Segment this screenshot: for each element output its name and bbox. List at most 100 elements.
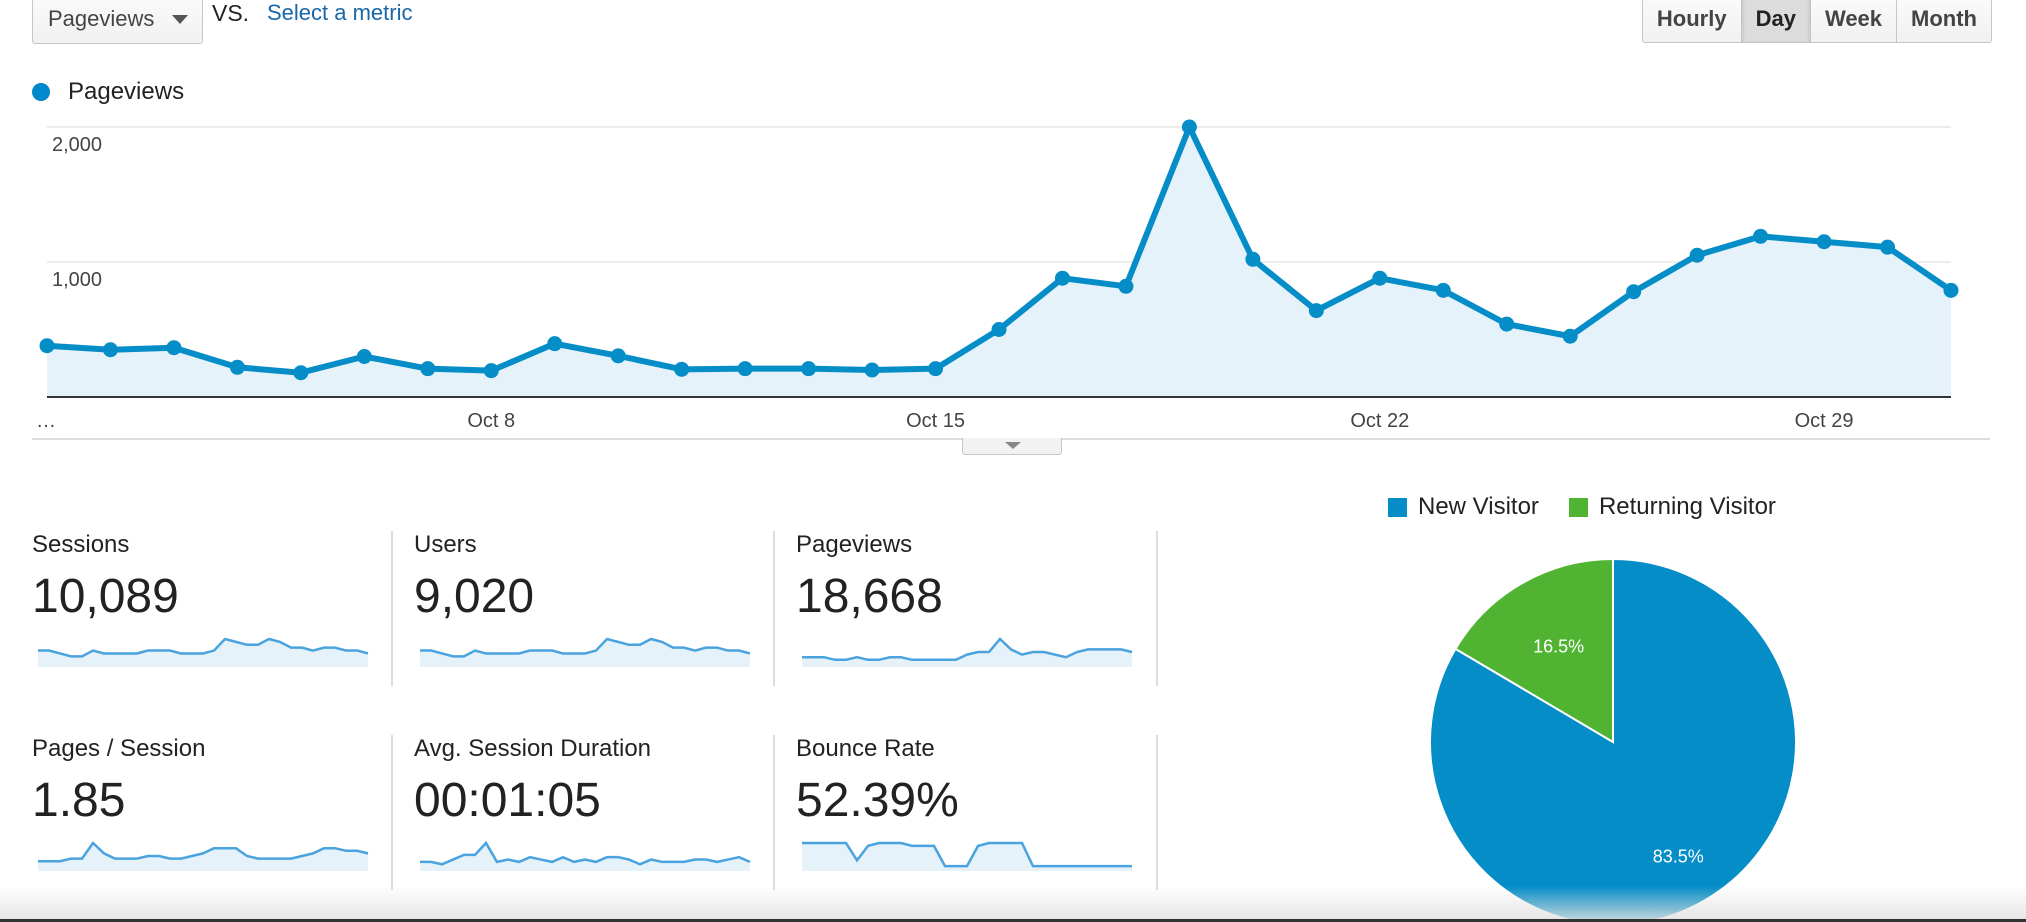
legend-item-returning-visitor[interactable]: Returning Visitor	[1568, 493, 1776, 521]
metric-card-avg-session-duration[interactable]: Avg. Session Duration 00:01:05	[414, 735, 774, 890]
metric-card-pages-per-session[interactable]: Pages / Session 1.85	[32, 735, 392, 890]
divider	[1156, 735, 1158, 890]
sparkline-line	[802, 637, 1133, 662]
hourly-button[interactable]: Hourly	[1642, 0, 1742, 42]
metric-select-value: Pageviews	[48, 6, 155, 31]
data-point[interactable]	[674, 361, 690, 377]
date-granularity-toggle: Hourly Day Week Month	[1641, 0, 1992, 43]
metric-label: Pages / Session	[32, 735, 206, 762]
legend-label: Pageviews	[68, 78, 185, 105]
data-point[interactable]	[737, 361, 753, 377]
data-point[interactable]	[1753, 228, 1769, 244]
data-point[interactable]	[1880, 239, 1896, 255]
y-tick-label: 1,000	[52, 269, 102, 291]
data-point[interactable]	[1054, 270, 1070, 286]
data-point[interactable]	[928, 361, 944, 377]
visitor-type-pie-chart: 83.5% 16.5%	[1429, 557, 1797, 922]
data-point[interactable]	[166, 340, 182, 356]
data-point[interactable]	[1562, 328, 1578, 344]
x-tick-label: Oct 15	[906, 410, 965, 432]
data-point[interactable]	[39, 338, 55, 354]
sparkline-line	[802, 841, 1132, 868]
bottom-fade	[0, 886, 2026, 922]
metric-card-users[interactable]: Users 9,020	[414, 531, 774, 686]
data-point[interactable]	[420, 361, 436, 377]
square-swatch-icon	[1568, 497, 1588, 517]
week-button[interactable]: Week	[1810, 0, 1898, 42]
x-tick-label: Oct 29	[1795, 410, 1854, 432]
square-swatch-icon	[1388, 497, 1407, 517]
metric-card-bounce-rate[interactable]: Bounce Rate 52.39%	[796, 735, 1156, 890]
data-point[interactable]	[1372, 270, 1388, 286]
vs-label: VS.	[212, 0, 250, 26]
metric-value: 9,020	[414, 570, 535, 623]
sparkline	[420, 637, 751, 667]
sparkline	[420, 840, 751, 871]
divider	[391, 735, 393, 890]
data-point[interactable]	[1181, 119, 1197, 135]
sparkline	[38, 637, 369, 667]
data-point[interactable]	[293, 365, 309, 381]
data-point[interactable]	[864, 362, 880, 378]
sparkline-area	[420, 843, 750, 871]
divider	[391, 531, 393, 686]
data-point[interactable]	[1245, 251, 1261, 267]
divider	[773, 735, 775, 890]
data-point[interactable]	[102, 342, 118, 358]
data-point[interactable]	[1689, 247, 1705, 263]
metric-card-sessions[interactable]: Sessions 10,089	[32, 531, 392, 686]
data-point[interactable]	[610, 348, 626, 364]
sparkline-line	[38, 841, 369, 863]
data-point[interactable]	[229, 359, 245, 375]
sparkline	[802, 637, 1133, 667]
sparkline-line	[420, 637, 751, 658]
data-point[interactable]	[801, 361, 817, 377]
metric-select[interactable]: Pageviews	[32, 0, 203, 44]
metric-value: 52.39%	[796, 774, 959, 827]
pie-legend: New Visitor Returning Visitor	[1388, 493, 1806, 521]
pie-slice[interactable]	[1454, 557, 1614, 744]
metric-value: 18,668	[796, 570, 943, 623]
divider	[1156, 531, 1158, 686]
sparkline-area	[38, 843, 368, 871]
area-fill	[47, 127, 1951, 397]
data-point[interactable]	[356, 349, 372, 364]
metric-value: 00:01:05	[414, 774, 601, 827]
data-point[interactable]	[1118, 278, 1134, 294]
data-point[interactable]	[1435, 282, 1451, 298]
chevron-down-icon	[172, 15, 188, 24]
divider	[773, 531, 775, 686]
series-dot-icon	[32, 83, 50, 101]
pie-slice-label: 16.5%	[1533, 637, 1584, 657]
caret-down-icon	[1005, 442, 1021, 449]
metric-label: Avg. Session Duration	[414, 735, 652, 762]
pie-slice-label: 83.5%	[1653, 846, 1704, 866]
select-metric-link[interactable]: Select a metric	[267, 0, 413, 25]
month-button[interactable]: Month	[1897, 0, 1991, 42]
sparkline	[802, 841, 1132, 871]
legend-label: New Visitor	[1418, 493, 1539, 520]
day-button[interactable]: Day	[1741, 0, 1811, 42]
metric-value: 1.85	[32, 774, 126, 827]
sparkline	[38, 841, 369, 871]
legend-item-new-visitor[interactable]: New Visitor	[1388, 493, 1539, 521]
legend-label: Returning Visitor	[1598, 493, 1776, 520]
x-tick-label: …	[36, 410, 56, 432]
sparkline-area	[802, 843, 1132, 871]
y-tick-label: 2,000	[52, 134, 102, 156]
data-point[interactable]	[1943, 282, 1959, 298]
data-point[interactable]	[547, 336, 563, 352]
chart-collapse-handle[interactable]	[962, 438, 1062, 455]
data-point[interactable]	[1816, 234, 1832, 250]
data-point[interactable]	[1499, 316, 1515, 332]
data-point[interactable]	[991, 322, 1007, 337]
metric-label: Pageviews	[796, 531, 913, 558]
metric-label: Users	[414, 531, 477, 558]
data-point[interactable]	[483, 363, 499, 379]
sparkline-area	[802, 639, 1132, 667]
bottom-edge	[0, 919, 2026, 922]
data-point[interactable]	[1626, 284, 1642, 300]
data-point[interactable]	[1308, 303, 1324, 319]
metric-card-pageviews[interactable]: Pageviews 18,668	[796, 531, 1156, 686]
chart-legend: Pageviews	[32, 78, 184, 106]
